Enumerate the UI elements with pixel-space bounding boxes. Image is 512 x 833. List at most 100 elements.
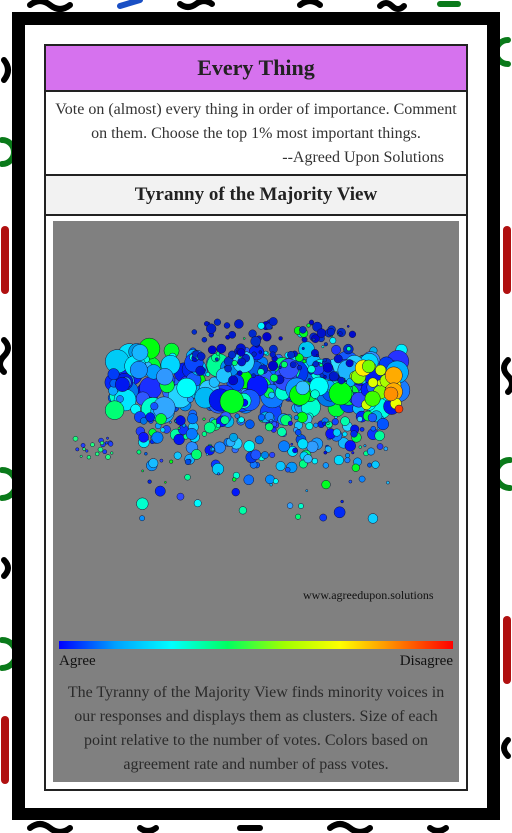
cluster-point: [177, 426, 181, 430]
cluster-point: [145, 412, 155, 422]
cluster-point: [234, 319, 244, 329]
cluster-point: [351, 463, 360, 472]
cluster-point: [82, 447, 86, 451]
cluster-point: [151, 431, 164, 444]
cluster-point: [104, 441, 109, 445]
cluster-point: [223, 322, 231, 329]
visualization-panel: www.agreedupon.solutions Agree Disagree …: [53, 221, 459, 782]
cluster-point: [286, 502, 294, 509]
cluster-point: [319, 373, 325, 378]
cluster-point: [287, 420, 293, 426]
cluster-point: [173, 433, 185, 446]
intro: Vote on (almost) every thing in order of…: [46, 92, 466, 176]
cluster-point: [203, 421, 216, 434]
cluster-point: [228, 350, 237, 359]
cluster-point: [238, 506, 247, 515]
cluster-point: [371, 460, 380, 469]
cluster-point: [72, 435, 79, 442]
color-scale: [59, 641, 453, 649]
cluster-point: [104, 400, 125, 420]
cluster-point: [334, 415, 338, 419]
cluster-point: [159, 458, 164, 463]
cluster-point: [205, 372, 211, 377]
cluster-point: [228, 330, 237, 339]
cluster-point: [307, 378, 312, 383]
cluster-point: [193, 499, 202, 508]
cluster-point: [228, 375, 239, 386]
cluster-point: [243, 474, 255, 486]
cluster-point: [345, 453, 351, 459]
cluster-point: [231, 488, 240, 497]
cluster-point: [90, 442, 95, 448]
cluster-point: [383, 386, 399, 402]
cluster-point: [237, 348, 246, 357]
cluster-point: [340, 416, 350, 426]
cluster-point: [232, 471, 240, 479]
cluster-point: [234, 413, 240, 419]
cluster-point: [340, 499, 344, 504]
cluster-point: [376, 443, 384, 450]
cluster-point: [362, 359, 376, 374]
cluster-point: [342, 431, 348, 437]
cluster-point: [323, 342, 328, 347]
cluster-point: [306, 323, 311, 328]
cluster-point: [201, 337, 208, 343]
cluster-point: [303, 454, 313, 464]
cluster-point: [144, 451, 148, 456]
cluster-point: [262, 332, 272, 342]
cluster-point: [338, 331, 343, 336]
cluster-point: [370, 425, 376, 432]
cluster-point: [328, 371, 339, 382]
cluster-point: [333, 354, 343, 364]
cluster-point: [169, 459, 174, 464]
cluster-point: [265, 474, 275, 485]
attribution: --Agreed Upon Solutions: [282, 149, 444, 166]
cluster-point: [302, 359, 307, 364]
cluster-point: [213, 318, 221, 326]
cluster-point: [311, 458, 318, 465]
cluster-point: [131, 344, 149, 361]
intro-text: Vote on (almost) every thing in order of…: [55, 101, 457, 142]
cluster-point: [106, 436, 109, 440]
cluster-point: [394, 404, 404, 414]
cluster-point: [351, 451, 355, 455]
cluster-point: [356, 416, 363, 422]
cluster-point: [313, 422, 319, 428]
cluster-point: [213, 441, 226, 454]
cluster-point: [215, 351, 220, 356]
cluster-point: [238, 355, 242, 360]
cluster-point: [202, 417, 206, 421]
cluster-point: [187, 413, 199, 425]
cluster-point: [261, 451, 269, 459]
cluster-point: [110, 451, 114, 455]
cluster-point: [220, 415, 230, 425]
cluster-point: [322, 362, 333, 373]
cluster-point: [176, 492, 185, 501]
cluster-point: [285, 467, 291, 473]
cluster-point: [269, 419, 273, 423]
cluster-point: [238, 416, 245, 423]
cluster-point: [278, 365, 282, 370]
cluster-point: [254, 435, 264, 445]
cluster-point: [321, 479, 331, 490]
cluster-point: [367, 447, 375, 456]
card: Every Thing Vote on (almost) every thing…: [44, 44, 468, 791]
cluster-point: [312, 337, 316, 342]
cluster-point: [312, 360, 319, 368]
cluster-point: [270, 373, 279, 383]
cluster-point: [160, 427, 166, 433]
legend-disagree: Disagree: [399, 653, 453, 669]
cluster-point: [344, 457, 351, 464]
cluster-point: [80, 442, 86, 448]
cluster-point: [345, 359, 354, 368]
cluster-point: [367, 413, 378, 423]
cluster-point: [207, 345, 217, 355]
cluster-point: [251, 373, 256, 379]
cluster-point: [169, 420, 172, 424]
cluster-point: [333, 455, 344, 466]
cluster-point: [251, 351, 257, 357]
cluster-point: [136, 449, 142, 455]
cluster-point: [156, 368, 174, 386]
cluster-point: [95, 451, 100, 457]
cluster-point: [201, 431, 208, 437]
